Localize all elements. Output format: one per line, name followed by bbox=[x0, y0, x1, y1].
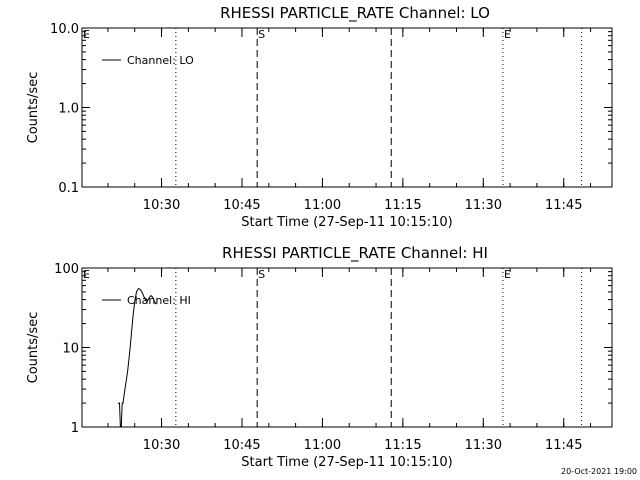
y-tick-label: 10 bbox=[62, 342, 79, 357]
marker-label: S bbox=[258, 268, 265, 281]
y-axis-label: Counts/sec bbox=[26, 312, 41, 384]
x-tick-label: 10:30 bbox=[143, 438, 180, 453]
x-tick-label: 11:45 bbox=[545, 198, 582, 213]
x-tick-label: 11:30 bbox=[465, 198, 502, 213]
y-tick-label: 100 bbox=[54, 262, 79, 277]
x-tick-label: 10:45 bbox=[223, 198, 260, 213]
marker-label: E bbox=[504, 28, 511, 41]
footer-timestamp: 20-Oct-2021 19:00 bbox=[561, 467, 637, 476]
chart-title: RHESSI PARTICLE_RATE Channel: HI bbox=[222, 244, 488, 263]
marker-label: S bbox=[258, 28, 265, 41]
y-tick-label: 1.0 bbox=[58, 102, 79, 117]
marker-label: E bbox=[504, 268, 511, 281]
plot-frame bbox=[81, 27, 613, 188]
x-tick-label: 11:15 bbox=[384, 198, 421, 213]
x-tick-label: 11:15 bbox=[384, 438, 421, 453]
x-tick-label: 10:30 bbox=[143, 198, 180, 213]
corner-label: E bbox=[83, 268, 90, 281]
plot-frame bbox=[81, 267, 613, 428]
panel-lo: RHESSI PARTICLE_RATE Channel: LO Counts/s… bbox=[26, 4, 613, 230]
x-tick-label: 10:45 bbox=[223, 438, 260, 453]
legend-label: Channel: LO bbox=[127, 54, 194, 67]
y-tick-label: 1 bbox=[71, 421, 79, 436]
y-axis-label: Counts/sec bbox=[26, 72, 41, 144]
panel-hi: RHESSI PARTICLE_RATE Channel: HI Counts/s… bbox=[26, 244, 613, 470]
legend-label: Channel: HI bbox=[127, 294, 191, 307]
x-tick-label: 11:45 bbox=[545, 438, 582, 453]
chart-title: RHESSI PARTICLE_RATE Channel: LO bbox=[220, 4, 490, 23]
corner-label: E bbox=[83, 28, 90, 41]
x-tick-label: 11:00 bbox=[304, 198, 341, 213]
y-tick-label: 10.0 bbox=[50, 22, 79, 37]
y-tick-label: 0.1 bbox=[58, 181, 79, 196]
x-tick-label: 11:30 bbox=[465, 438, 502, 453]
series-line bbox=[117, 287, 157, 428]
x-axis-label: Start Time (27-Sep-11 10:15:10) bbox=[241, 455, 452, 470]
x-tick-label: 11:00 bbox=[304, 438, 341, 453]
x-axis-label: Start Time (27-Sep-11 10:15:10) bbox=[241, 215, 452, 230]
